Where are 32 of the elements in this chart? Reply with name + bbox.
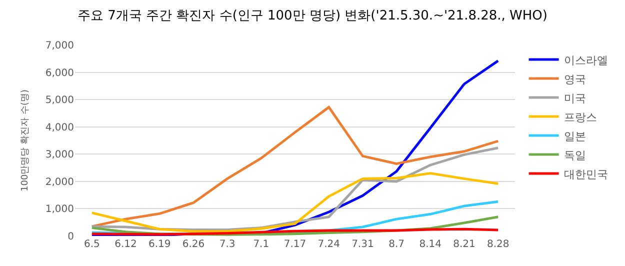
x-tick-label: 6.26 [182, 239, 205, 250]
x-tick-label: 7.3 [219, 239, 236, 250]
x-tick-label: 6.19 [148, 239, 171, 250]
legend-label: 영국 [564, 72, 586, 86]
legend-label: 일본 [564, 130, 586, 143]
legend-label: 이스라엘 [564, 54, 608, 67]
y-tick-label: 5,000 [45, 95, 74, 106]
x-tick-label: 7.24 [318, 239, 340, 250]
x-tick-label: 7.31 [352, 239, 374, 250]
legend-label: 프랑스 [564, 110, 597, 124]
x-tick-label: 8.7 [388, 239, 404, 250]
legend-label: 대한민국 [564, 168, 608, 181]
legend-label: 독일 [564, 148, 586, 162]
x-tick-label: 6.12 [114, 239, 137, 250]
line-series [90, 106, 500, 228]
y-tick-label: 0 [68, 232, 74, 242]
y-axis-title: 100만명당 확진자 수(명) [20, 90, 31, 192]
y-tick-label: 4,000 [45, 122, 74, 134]
x-tick-label: 8.21 [453, 239, 476, 250]
y-tick-label: 6,000 [45, 68, 74, 79]
x-tick-label: 7.1 [253, 239, 270, 250]
y-tick-label: 7,000 [45, 40, 74, 52]
line-series [90, 172, 500, 233]
x-tick-label: 7.17 [284, 239, 306, 250]
x-tick-label: 8.28 [486, 239, 510, 250]
legend-label: 미국 [564, 92, 586, 105]
y-tick-label: 2,000 [45, 176, 74, 188]
x-tick-label: 6.5 [84, 239, 100, 250]
x-tick-label: 8.14 [419, 239, 442, 250]
y-tick-label: 1,000 [45, 204, 74, 216]
y-tick-label: 3,000 [45, 150, 74, 161]
chart-title: 주요 7개국 주간 확진자 수(인구 100만 명당) 변화('21.5.30.~'21.8.28., WHO) [78, 8, 548, 24]
